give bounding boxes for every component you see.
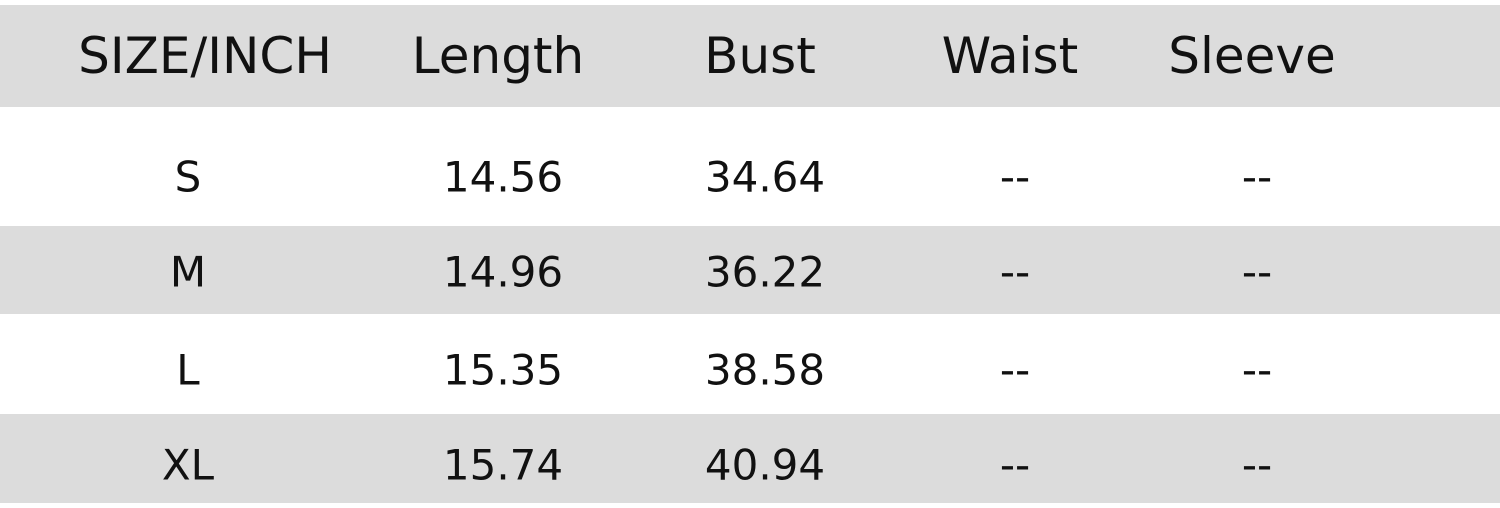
table-cell: -- [999, 152, 1031, 202]
table-cell: 15.74 [442, 440, 564, 490]
size-label: M [169, 247, 207, 297]
row-band [0, 226, 1500, 314]
size-label: S [174, 152, 202, 202]
table-cell: -- [999, 345, 1031, 395]
row-band [0, 414, 1500, 503]
column-header: Length [411, 27, 585, 85]
table-cell: -- [1241, 152, 1273, 202]
table-cell: -- [999, 440, 1031, 490]
table-cell: -- [1241, 247, 1273, 297]
table-cell: 38.58 [704, 345, 826, 395]
table-cell: -- [1241, 345, 1273, 395]
table-cell: 15.35 [442, 345, 564, 395]
column-header: SIZE/INCH [78, 27, 332, 85]
table-cell: 34.64 [704, 152, 826, 202]
table-cell: 36.22 [704, 247, 826, 297]
table-cell: 40.94 [704, 440, 826, 490]
column-header: Sleeve [1168, 27, 1336, 85]
table-cell: -- [1241, 440, 1273, 490]
column-header: Bust [704, 27, 816, 85]
size-label: XL [161, 440, 215, 490]
header-band [0, 5, 1500, 107]
table-cell: 14.56 [442, 152, 564, 202]
table-cell: -- [999, 247, 1031, 297]
table-cell: 14.96 [442, 247, 564, 297]
size-label: L [176, 345, 200, 395]
column-header: Waist [941, 27, 1079, 85]
